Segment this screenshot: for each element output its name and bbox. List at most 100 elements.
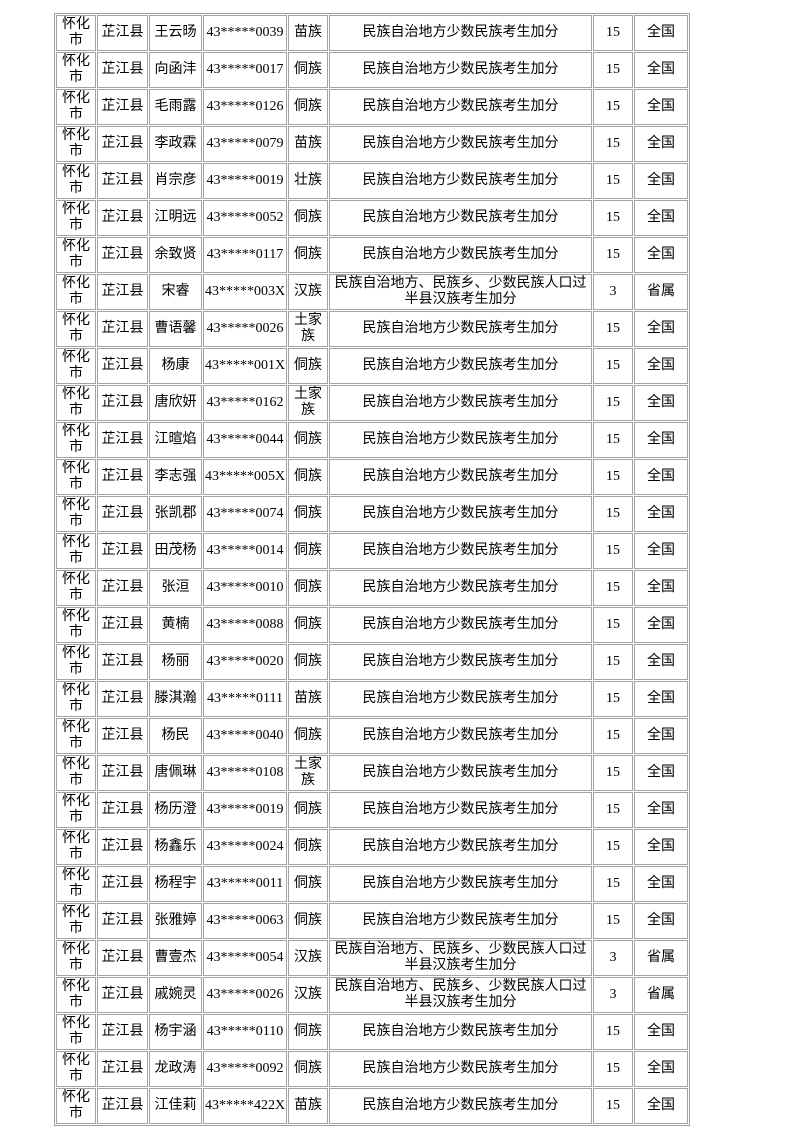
cell-points: 15 (593, 1014, 633, 1050)
cell-name: 戚婉灵 (149, 977, 202, 1013)
table-row: 怀化市 芷江县 江明远 43*****0052 侗族 民族自治地方少数民族考生加分 15 全国 (56, 200, 688, 236)
cell-scope: 全国 (634, 681, 688, 717)
cell-city: 怀化市 (56, 570, 96, 606)
cell-id: 43*****422X (203, 1088, 287, 1124)
cell-scope: 全国 (634, 200, 688, 236)
table-row: 怀化市 芷江县 杨民 43*****0040 侗族 民族自治地方少数民族考生加分 15 全国 (56, 718, 688, 754)
cell-id: 43*****0039 (203, 15, 287, 51)
cell-points: 15 (593, 348, 633, 384)
table-row: 怀化市 芷江县 张洹 43*****0010 侗族 民族自治地方少数民族考生加分 15 全国 (56, 570, 688, 606)
cell-name: 向函沣 (149, 52, 202, 88)
cell-id: 43*****0054 (203, 940, 287, 976)
cell-policy: 民族自治地方少数民族考生加分 (329, 903, 592, 939)
cell-points: 15 (593, 718, 633, 754)
cell-points: 15 (593, 1088, 633, 1124)
cell-city: 怀化市 (56, 903, 96, 939)
cell-county: 芷江县 (97, 459, 148, 495)
cell-points: 15 (593, 15, 633, 51)
table-row: 怀化市 芷江县 李政霖 43*****0079 苗族 民族自治地方少数民族考生加分 15 全国 (56, 126, 688, 162)
cell-city: 怀化市 (56, 89, 96, 125)
cell-name: 张雅婷 (149, 903, 202, 939)
cell-county: 芷江县 (97, 792, 148, 828)
cell-city: 怀化市 (56, 385, 96, 421)
cell-policy: 民族自治地方、民族乡、少数民族人口过半县汉族考生加分 (329, 940, 592, 976)
table-row: 怀化市 芷江县 余致贤 43*****0117 侗族 民族自治地方少数民族考生加分 15 全国 (56, 237, 688, 273)
cell-city: 怀化市 (56, 200, 96, 236)
cell-points: 3 (593, 274, 633, 310)
cell-id: 43*****0024 (203, 829, 287, 865)
table-row: 怀化市 芷江县 龙政涛 43*****0092 侗族 民族自治地方少数民族考生加分 15 全国 (56, 1051, 688, 1087)
table-row: 怀化市 芷江县 李志强 43*****005X 侗族 民族自治地方少数民族考生加分 15 全国 (56, 459, 688, 495)
cell-city: 怀化市 (56, 126, 96, 162)
cell-county: 芷江县 (97, 422, 148, 458)
cell-points: 15 (593, 163, 633, 199)
cell-id: 43*****0017 (203, 52, 287, 88)
cell-id: 43*****0092 (203, 1051, 287, 1087)
cell-city: 怀化市 (56, 681, 96, 717)
cell-points: 15 (593, 866, 633, 902)
table-row: 怀化市 芷江县 毛雨露 43*****0126 侗族 民族自治地方少数民族考生加分 15 全国 (56, 89, 688, 125)
cell-scope: 全国 (634, 422, 688, 458)
cell-policy: 民族自治地方少数民族考生加分 (329, 607, 592, 643)
cell-scope: 全国 (634, 1051, 688, 1087)
cell-name: 黄楠 (149, 607, 202, 643)
cell-policy: 民族自治地方少数民族考生加分 (329, 126, 592, 162)
cell-county: 芷江县 (97, 163, 148, 199)
cell-id: 43*****0014 (203, 533, 287, 569)
cell-policy: 民族自治地方少数民族考生加分 (329, 311, 592, 347)
cell-scope: 全国 (634, 163, 688, 199)
cell-city: 怀化市 (56, 1014, 96, 1050)
table-row: 怀化市 芷江县 杨历澄 43*****0019 侗族 民族自治地方少数民族考生加分 15 全国 (56, 792, 688, 828)
cell-ethnicity: 汉族 (288, 940, 328, 976)
table-row: 怀化市 芷江县 田茂杨 43*****0014 侗族 民族自治地方少数民族考生加分 15 全国 (56, 533, 688, 569)
cell-county: 芷江县 (97, 607, 148, 643)
cell-ethnicity: 汉族 (288, 274, 328, 310)
cell-ethnicity: 土家族 (288, 385, 328, 421)
cell-ethnicity: 侗族 (288, 607, 328, 643)
cell-id: 43*****0111 (203, 681, 287, 717)
cell-scope: 全国 (634, 644, 688, 680)
cell-name: 宋睿 (149, 274, 202, 310)
cell-city: 怀化市 (56, 1051, 96, 1087)
cell-name: 龙政涛 (149, 1051, 202, 1087)
cell-id: 43*****003X (203, 274, 287, 310)
cell-policy: 民族自治地方少数民族考生加分 (329, 496, 592, 532)
cell-city: 怀化市 (56, 163, 96, 199)
cell-ethnicity: 土家族 (288, 755, 328, 791)
cell-points: 15 (593, 496, 633, 532)
cell-city: 怀化市 (56, 940, 96, 976)
cell-county: 芷江县 (97, 89, 148, 125)
cell-city: 怀化市 (56, 422, 96, 458)
cell-ethnicity: 侗族 (288, 89, 328, 125)
cell-city: 怀化市 (56, 718, 96, 754)
cell-city: 怀化市 (56, 866, 96, 902)
cell-ethnicity: 苗族 (288, 15, 328, 51)
cell-county: 芷江县 (97, 681, 148, 717)
cell-county: 芷江县 (97, 1088, 148, 1124)
cell-name: 杨康 (149, 348, 202, 384)
cell-points: 3 (593, 940, 633, 976)
cell-points: 15 (593, 459, 633, 495)
cell-city: 怀化市 (56, 533, 96, 569)
cell-points: 15 (593, 829, 633, 865)
cell-ethnicity: 侗族 (288, 496, 328, 532)
cell-ethnicity: 侗族 (288, 866, 328, 902)
cell-points: 15 (593, 792, 633, 828)
cell-id: 43*****0040 (203, 718, 287, 754)
table-row: 怀化市 芷江县 唐佩琳 43*****0108 土家族 民族自治地方少数民族考生加分 15 全… (56, 755, 688, 791)
cell-id: 43*****0117 (203, 237, 287, 273)
cell-county: 芷江县 (97, 237, 148, 273)
cell-scope: 全国 (634, 311, 688, 347)
cell-name: 曹语馨 (149, 311, 202, 347)
cell-id: 43*****0108 (203, 755, 287, 791)
cell-county: 芷江县 (97, 718, 148, 754)
table-row: 怀化市 芷江县 滕淇瀚 43*****0111 苗族 民族自治地方少数民族考生加分 15 全国 (56, 681, 688, 717)
cell-policy: 民族自治地方少数民族考生加分 (329, 1088, 592, 1124)
cell-scope: 全国 (634, 15, 688, 51)
table-row: 怀化市 芷江县 曹语馨 43*****0026 土家族 民族自治地方少数民族考生加分 15 全… (56, 311, 688, 347)
cell-county: 芷江县 (97, 903, 148, 939)
cell-county: 芷江县 (97, 348, 148, 384)
table-row: 怀化市 芷江县 张雅婷 43*****0063 侗族 民族自治地方少数民族考生加分 15 全国 (56, 903, 688, 939)
cell-policy: 民族自治地方少数民族考生加分 (329, 644, 592, 680)
cell-name: 杨历澄 (149, 792, 202, 828)
